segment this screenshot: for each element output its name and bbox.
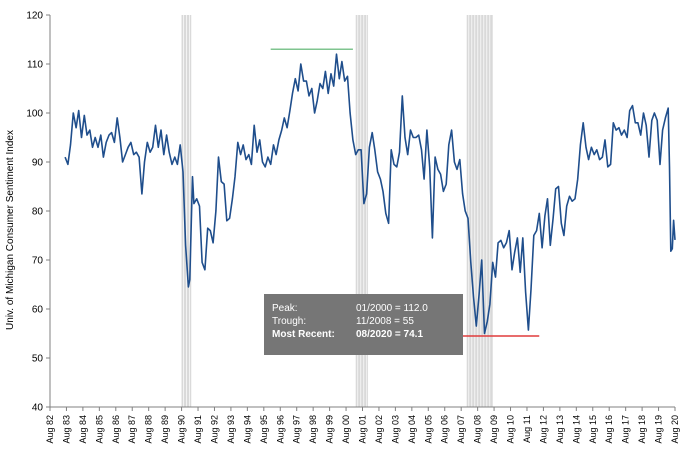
stat-most-recent: Most Recent: 08/2020 = 74.1 (272, 328, 463, 341)
x-tick-label: Aug 10 (506, 415, 516, 444)
x-tick-label: Aug 89 (160, 415, 170, 444)
axes: 40 50 60 70 80 90 100 110 120 Aug 82 Aug 83 Aug 84 A… (26, 11, 680, 444)
x-tick-label: Aug 02 (374, 415, 384, 444)
x-tick-label: Aug 19 (654, 415, 664, 444)
y-axis-label: Univ. of Michigan Consumer Sentiment Ind… (5, 130, 16, 330)
x-tick-label: Aug 98 (308, 415, 318, 444)
x-tick-label: Aug 87 (127, 415, 137, 444)
x-tick-label: Aug 12 (538, 415, 548, 444)
sentiment-line (64, 53, 676, 335)
y-tick-label: 70 (32, 256, 44, 267)
series (64, 53, 676, 335)
x-tick-label: Aug 94 (242, 415, 252, 444)
x-tick-label: Aug 97 (292, 415, 302, 444)
y-tick-label: 60 (32, 305, 44, 316)
stat-most-recent-value: 08/2020 = 74.1 (356, 329, 424, 340)
x-tick-label: Aug 13 (555, 415, 565, 444)
y-tick-label: 80 (32, 207, 44, 218)
x-tick-label: Aug 18 (637, 415, 647, 444)
y-tick-label: 100 (26, 109, 43, 120)
x-tick-label: Aug 92 (209, 415, 219, 444)
x-tick-label: Aug 04 (407, 415, 417, 444)
reference-lines (270, 48, 540, 337)
x-tick-label: Aug 08 (473, 415, 483, 444)
x-tick-label: Aug 20 (670, 415, 680, 444)
x-tick-label: Aug 99 (325, 415, 335, 444)
stat-most-recent-label: Most Recent: (272, 329, 335, 340)
x-tick-label: Aug 15 (588, 415, 598, 444)
x-tick-label: Aug 85 (94, 415, 104, 444)
y-tick-label: 110 (27, 60, 43, 71)
stat-trough-label: Trough: (272, 316, 307, 327)
x-tick-label: Aug 07 (456, 415, 466, 444)
y-tick-label: 40 (32, 403, 44, 414)
x-tick-label: Aug 17 (621, 415, 631, 444)
x-tick-label: Aug 86 (111, 415, 121, 444)
x-tick-label: Aug 84 (78, 415, 88, 444)
y-tick-label: 120 (26, 11, 43, 22)
x-tick-label: Aug 83 (61, 415, 71, 444)
x-tick-label: Aug 14 (571, 415, 581, 444)
y-tick-label: 90 (32, 158, 44, 169)
x-tick-label: Aug 11 (522, 415, 532, 443)
y-tick-label: 50 (32, 354, 44, 365)
stat-trough: Trough: 11/2008 = 55 (272, 315, 463, 328)
x-tick-label: Aug 01 (358, 415, 368, 444)
x-tick-label: Aug 05 (423, 415, 433, 444)
x-tick-label: Aug 82 (45, 415, 55, 444)
x-tick-label: Aug 93 (226, 415, 236, 444)
x-tick-label: Aug 90 (177, 415, 187, 444)
x-tick-label: Aug 06 (440, 415, 450, 444)
stat-peak: Peak: 01/2000 = 112.0 (272, 302, 463, 315)
x-tick-label: Aug 16 (604, 415, 614, 444)
x-tick-label: Aug 00 (341, 415, 351, 444)
x-tick-label: Aug 95 (259, 415, 269, 444)
stat-peak-value: 01/2000 = 112.0 (356, 303, 428, 314)
recession-band (466, 15, 493, 407)
stats-box: Peak: 01/2000 = 112.0 Trough: 11/2008 = … (264, 294, 463, 355)
stat-trough-value: 11/2008 = 55 (356, 316, 414, 327)
x-tick-label: Aug 88 (144, 415, 154, 444)
x-tick-label: Aug 96 (275, 415, 285, 444)
x-tick-label: Aug 03 (390, 415, 400, 444)
x-tick-label: Aug 09 (489, 415, 499, 444)
x-tick-label: Aug 91 (193, 415, 203, 444)
stat-peak-label: Peak: (272, 303, 298, 314)
